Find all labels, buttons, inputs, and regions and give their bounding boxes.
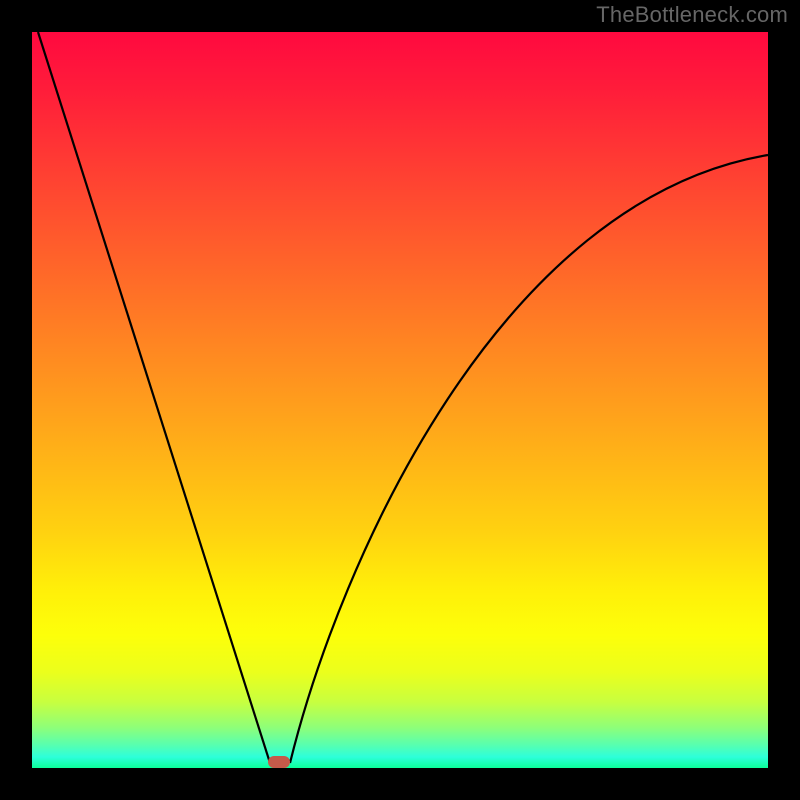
optimum-marker (268, 756, 290, 768)
frame-border-bottom (0, 768, 800, 800)
frame-border-left (0, 0, 32, 800)
frame-border-right (768, 0, 800, 800)
plot-background (32, 32, 768, 768)
watermark-text: TheBottleneck.com (596, 2, 788, 28)
chart-container: TheBottleneck.com (0, 0, 800, 800)
chart-svg (0, 0, 800, 800)
